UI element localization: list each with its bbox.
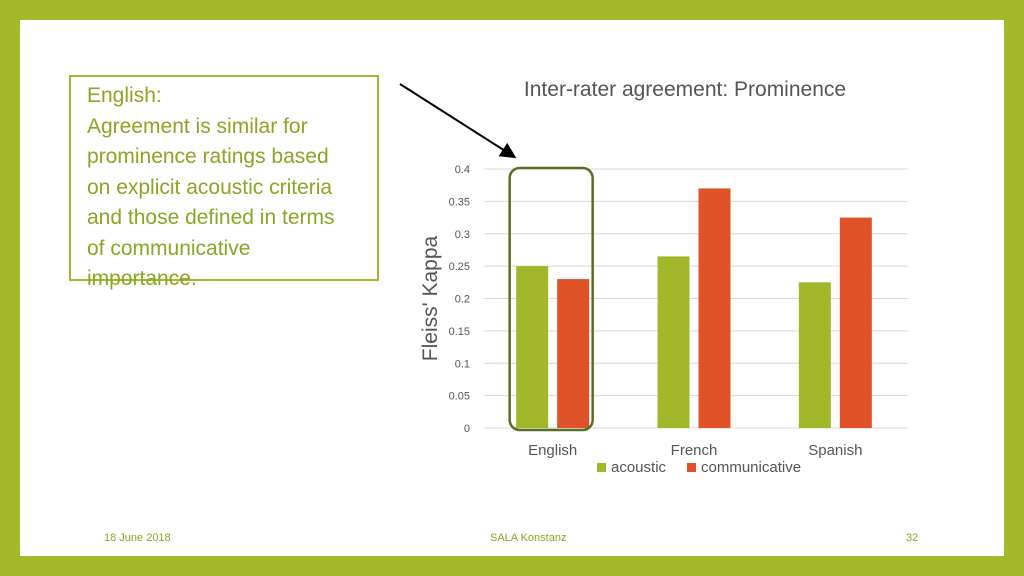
- callout-line: Agreement is similar for: [87, 114, 308, 138]
- callout-arrow: [399, 83, 517, 159]
- callout-line: on explicit acoustic criteria: [87, 175, 333, 199]
- bar-acoustic-english: [516, 266, 549, 428]
- footer-presentation: SALA Konstanz: [490, 532, 567, 544]
- legend-label-communicative: communicative: [701, 459, 801, 476]
- y-axis-label: Fleiss' Kappa: [419, 235, 442, 361]
- bar-communicative-english: [557, 279, 590, 428]
- y-tick-label: 0: [464, 423, 470, 435]
- y-tick-label: 0.15: [449, 326, 470, 338]
- highlight-box: [508, 166, 594, 432]
- y-tick-label: 0.35: [449, 196, 470, 208]
- callout-line: of communicative: [87, 236, 251, 260]
- callout-line: English:: [87, 84, 162, 107]
- bar-communicative-french: [698, 188, 731, 428]
- callout-line: importance.: [87, 267, 197, 290]
- chart-title: Inter-rater agreement: Prominence: [523, 78, 847, 101]
- y-tick-label: 0.4: [455, 164, 470, 176]
- callout-line: prominence ratings based: [87, 145, 329, 168]
- bar-acoustic-spanish: [798, 282, 831, 428]
- bar-acoustic-french: [657, 256, 690, 428]
- bar-chart: 0 0.05 0.1 0.15 0.2 0.25 0.3 0.35 0.4 Fleiss' Kap…: [399, 83, 908, 476]
- footer-page-number: 32: [906, 532, 919, 544]
- x-tick-label: Spanish: [808, 442, 862, 459]
- legend-swatch-communicative: [687, 463, 696, 472]
- y-tick-label: 0.2: [455, 294, 470, 306]
- y-tick-label: 0.05: [449, 391, 470, 403]
- legend-swatch-acoustic: [597, 463, 606, 472]
- x-tick-label: French: [671, 442, 718, 459]
- x-tick-label: English: [528, 442, 577, 459]
- callout-box: English: Agreement is similar for promin…: [69, 75, 379, 290]
- footer-date: 18 June 2018: [104, 532, 171, 544]
- legend-label-acoustic: acoustic: [611, 459, 667, 476]
- y-tick-label: 0.3: [455, 229, 470, 241]
- y-tick-label: 0.25: [449, 261, 470, 273]
- y-tick-label: 0.1: [455, 358, 470, 370]
- slide: English: Agreement is similar for promin…: [20, 20, 1004, 556]
- callout-line: and those defined in terms: [87, 206, 335, 229]
- bar-communicative-spanish: [839, 217, 872, 428]
